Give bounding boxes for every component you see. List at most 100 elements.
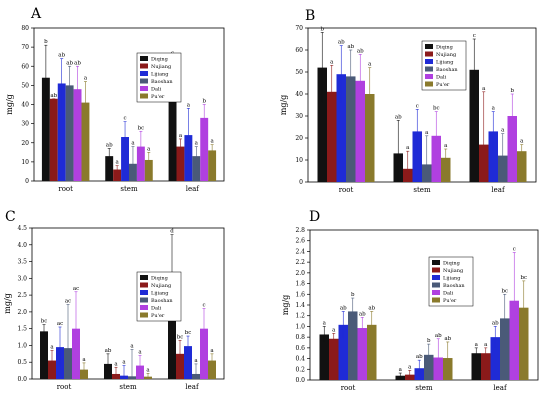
bar	[469, 69, 479, 182]
bar	[136, 146, 145, 181]
bar	[81, 102, 90, 181]
x-tick-label: leaf	[186, 185, 201, 193]
significance-letter: ab	[368, 305, 375, 311]
legend-label: Lijiang	[151, 72, 169, 78]
legend-swatch	[432, 260, 440, 265]
panel-c: C 0.0 0.5 1.0 1.5 2.0 2.5 3.0 3.5 4.0 4.5 mg/g root b…	[3, 209, 225, 391]
bar	[73, 89, 82, 181]
x-tick-label: stem	[413, 186, 431, 194]
x-tick-label: root	[58, 185, 73, 193]
bar	[365, 94, 375, 182]
significance-letter: b	[510, 88, 514, 94]
significance-letter: a	[501, 128, 505, 134]
significance-letter: ab	[50, 93, 57, 99]
legend-swatch	[140, 78, 148, 84]
significance-letter: bc	[501, 288, 508, 294]
bar	[49, 98, 58, 181]
legend-label: Dali	[151, 306, 162, 312]
bar	[357, 328, 367, 380]
y-tick-label: 0.4	[295, 356, 305, 363]
bar	[176, 146, 185, 181]
legend-label: Diqing	[443, 261, 461, 267]
legend-swatch	[425, 74, 433, 79]
significance-letter: bc	[520, 275, 527, 281]
significance-letter: a	[122, 360, 126, 366]
y-tick-label: 30	[295, 113, 303, 120]
y-tick-label: 1.8	[295, 281, 305, 288]
significance-letter: a	[84, 76, 88, 82]
significance-letter: a	[323, 320, 327, 326]
significance-letter: ac	[73, 286, 79, 292]
y-tick-label: 40	[21, 102, 29, 109]
legend-swatch	[432, 267, 440, 273]
legend-swatch	[140, 312, 148, 318]
panel-letter: C	[5, 209, 16, 225]
bar	[507, 116, 517, 182]
legend-label: Diqing	[151, 276, 169, 282]
significance-letter: a	[50, 344, 54, 350]
significance-letter: b	[320, 26, 324, 32]
x-tick-label: leaf	[185, 383, 200, 391]
legend-swatch	[432, 290, 440, 295]
bar	[200, 328, 208, 379]
y-tick-label: 40	[295, 91, 303, 98]
significance-letter: bc	[433, 106, 440, 112]
legend-swatch	[425, 59, 433, 64]
y-tick-label: 2.5	[17, 292, 27, 299]
x-tick-label: leaf	[493, 384, 508, 392]
significance-letter: ab	[359, 311, 366, 317]
y-tick-label: 80	[21, 25, 29, 32]
bar	[41, 77, 50, 181]
legend-swatch	[140, 282, 148, 288]
significance-letter: a	[408, 364, 412, 370]
bar	[200, 117, 209, 181]
legend-swatch	[425, 44, 433, 49]
y-tick-label: 2.0	[295, 270, 305, 277]
legend-label: Nujiang	[436, 52, 457, 58]
legend-swatch	[432, 282, 440, 288]
significance-letter: a	[147, 146, 151, 152]
legend-swatch	[432, 297, 440, 303]
bar	[517, 151, 527, 182]
significance-letter: ac	[65, 299, 71, 305]
significance-letter: a	[484, 342, 488, 348]
significance-letter: ab	[435, 333, 442, 339]
y-tick-label: 20	[21, 140, 29, 147]
y-tick-label: 10	[295, 157, 303, 164]
bar	[338, 324, 348, 380]
bar	[105, 156, 114, 181]
significance-letter: ab	[106, 142, 113, 148]
legend-swatch	[140, 63, 148, 69]
y-tick-label: 4.0	[17, 242, 27, 249]
significance-letter: a	[425, 130, 429, 136]
significance-letter: a	[406, 145, 410, 151]
significance-letter: a	[146, 367, 150, 373]
y-tick-label: 2.2	[295, 259, 305, 266]
bar	[329, 338, 339, 380]
legend-label: Baoshan	[151, 79, 173, 85]
significance-letter: ab	[357, 48, 364, 54]
significance-letter: a	[368, 62, 372, 68]
significance-letter: a	[210, 139, 214, 145]
legend-swatch	[140, 71, 148, 76]
significance-letter: ab	[347, 44, 354, 50]
bar	[208, 150, 217, 181]
bar	[113, 169, 122, 181]
x-tick-label: stem	[120, 185, 138, 193]
x-tick-label: root	[341, 384, 356, 392]
y-tick-label: 60	[295, 47, 303, 54]
y-tick-label: 10	[21, 159, 29, 166]
y-axis-label: mg/g	[3, 293, 12, 314]
legend-label: Pu'er	[436, 82, 450, 88]
y-tick-label: 0	[299, 179, 303, 186]
y-axis-label: mg/g	[5, 94, 14, 115]
significance-letter: ab	[340, 305, 347, 311]
y-tick-label: 60	[21, 63, 29, 70]
significance-letter: b	[44, 39, 48, 45]
bar	[481, 353, 491, 380]
bar	[346, 76, 356, 182]
bar	[168, 77, 177, 181]
y-tick-label: 50	[295, 69, 303, 76]
